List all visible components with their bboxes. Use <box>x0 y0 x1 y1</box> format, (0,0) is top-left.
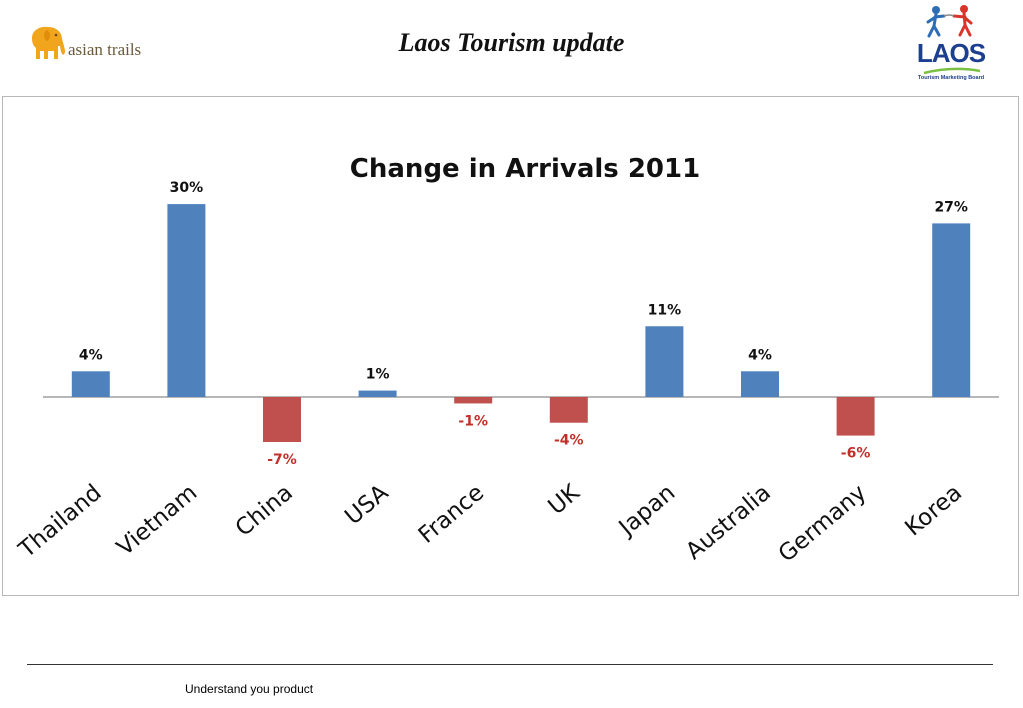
x-tick-label: Australia <box>681 480 776 565</box>
elephant-icon <box>32 26 65 59</box>
x-tick-label: Germany <box>774 480 872 568</box>
bar-vietnam <box>167 204 206 397</box>
logo-swoosh <box>923 67 981 75</box>
bar-chart: Change in Arrivals 2011 4% Thailand 30% Vie… <box>14 154 999 568</box>
data-label: -1% <box>458 413 488 429</box>
bar-usa <box>358 390 397 397</box>
bar-korea <box>932 223 971 397</box>
x-tick-label: Japan <box>613 480 680 542</box>
x-tick-label: France <box>414 480 489 549</box>
two-figures-icon <box>926 5 973 38</box>
data-label: -7% <box>267 452 297 468</box>
footer-text: Understand you product <box>185 682 314 696</box>
page-title: Laos Tourism update <box>398 28 625 57</box>
bar-france <box>454 397 493 404</box>
data-label: 1% <box>366 367 390 383</box>
data-label: 4% <box>748 347 772 363</box>
data-label: 11% <box>648 302 682 318</box>
bar-thailand <box>71 371 110 397</box>
data-label: 4% <box>79 347 103 363</box>
chart-title: Change in Arrivals 2011 <box>350 154 700 184</box>
bar-germany <box>836 397 875 436</box>
bar-china <box>263 397 301 443</box>
chart-frame: Change in Arrivals 2011 4% Thailand 30% Vie… <box>2 96 1019 596</box>
x-tick-label: USA <box>340 480 393 531</box>
bar-japan <box>645 326 684 397</box>
asian-trails-text: asian trails <box>68 40 142 59</box>
footer-divider <box>27 664 993 665</box>
x-tick-label: China <box>231 480 298 542</box>
x-tick-label: UK <box>543 479 585 520</box>
asian-trails-logo: asian trails <box>26 20 151 66</box>
laos-logo-text: LAOS <box>916 38 986 68</box>
laos-logo: LAOS Tourism Marketing Board <box>908 2 994 86</box>
bar-uk <box>549 397 588 423</box>
bar-australia <box>741 371 779 397</box>
data-label: -6% <box>841 446 871 462</box>
data-label: -4% <box>554 433 584 449</box>
x-tick-label: Korea <box>900 480 967 542</box>
laos-logo-tagline: Tourism Marketing Board <box>917 75 985 81</box>
data-label: 30% <box>170 180 204 196</box>
x-tick-label: Vietnam <box>112 480 202 562</box>
data-label: 27% <box>934 199 968 215</box>
x-tick-label: Thailand <box>14 480 107 564</box>
